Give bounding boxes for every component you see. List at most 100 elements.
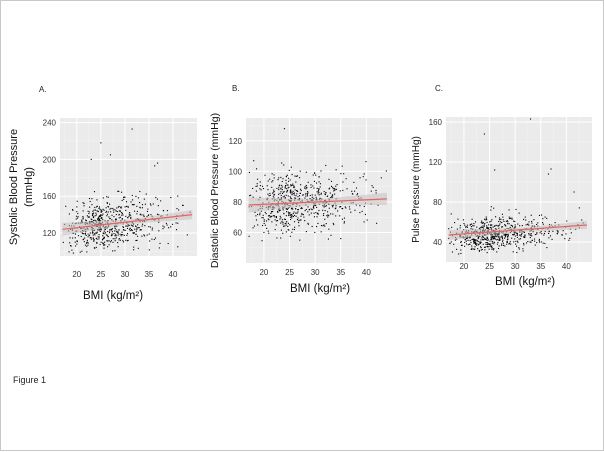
fit-line — [248, 198, 387, 206]
data-point — [316, 213, 318, 215]
data-point — [154, 165, 156, 167]
data-point — [75, 233, 77, 235]
data-point — [514, 227, 516, 229]
data-point — [88, 197, 91, 200]
data-point — [313, 205, 315, 208]
data-point — [483, 238, 485, 241]
data-point — [494, 225, 496, 227]
data-point — [503, 244, 505, 246]
data-point — [322, 209, 324, 211]
data-point — [96, 232, 98, 234]
data-point — [159, 242, 161, 244]
data-point — [356, 194, 358, 196]
data-point — [319, 197, 321, 199]
data-point — [493, 235, 495, 237]
data-point — [477, 248, 479, 250]
data-point — [119, 210, 121, 212]
data-point — [544, 230, 546, 232]
data-point — [486, 252, 488, 254]
data-point — [359, 205, 361, 207]
data-point — [307, 181, 309, 183]
data-point — [488, 248, 490, 250]
data-point — [288, 169, 290, 171]
data-point — [493, 237, 495, 239]
data-point — [285, 222, 287, 224]
data-point — [531, 222, 533, 224]
data-point — [305, 188, 307, 190]
data-point — [79, 251, 81, 253]
data-point — [476, 239, 478, 241]
data-point — [521, 232, 523, 234]
data-point — [518, 238, 520, 240]
data-point — [96, 206, 98, 208]
data-point — [278, 193, 280, 195]
data-point — [133, 232, 135, 234]
data-point — [86, 245, 88, 247]
data-point — [138, 227, 140, 229]
data-point — [481, 237, 483, 239]
data-point — [98, 234, 100, 236]
data-point — [289, 212, 291, 214]
data-point — [86, 241, 88, 243]
data-point — [485, 243, 487, 245]
data-point — [111, 234, 113, 236]
data-point — [462, 219, 465, 221]
data-point — [112, 250, 114, 252]
data-point — [293, 187, 295, 189]
data-point — [313, 187, 315, 189]
data-point — [323, 204, 326, 206]
data-point — [286, 211, 288, 213]
data-point — [139, 201, 141, 204]
data-point — [265, 213, 267, 215]
data-point — [372, 186, 374, 188]
data-point — [299, 192, 301, 195]
data-point — [162, 228, 164, 230]
data-point — [365, 161, 367, 163]
data-point — [254, 211, 256, 213]
data-point — [91, 198, 93, 200]
data-point — [291, 213, 293, 216]
data-point — [301, 214, 303, 216]
data-point — [72, 237, 74, 239]
data-point — [355, 204, 357, 206]
data-point — [281, 221, 283, 223]
data-point — [102, 237, 104, 240]
data-point — [92, 210, 94, 212]
data-point — [304, 220, 306, 222]
data-point — [314, 194, 316, 196]
data-point — [272, 192, 274, 194]
data-point — [100, 215, 102, 217]
data-point — [129, 214, 131, 216]
data-point — [359, 177, 361, 179]
data-point — [275, 215, 277, 218]
data-point — [71, 249, 73, 251]
data-point — [298, 225, 300, 227]
data-point — [474, 246, 476, 248]
data-point — [139, 206, 141, 208]
data-point — [491, 240, 493, 242]
data-point — [92, 238, 94, 240]
data-point — [490, 238, 492, 241]
data-point — [302, 214, 304, 216]
data-point — [479, 236, 481, 238]
data-point — [135, 239, 137, 242]
data-point — [146, 234, 148, 236]
data-point — [117, 190, 119, 192]
data-point — [511, 218, 513, 220]
data-point — [85, 234, 87, 236]
data-point — [292, 208, 294, 210]
data-point — [341, 208, 343, 210]
data-point — [528, 224, 530, 226]
data-point — [125, 209, 127, 211]
data-point — [490, 237, 492, 239]
chart-panel-1: A. 20 25 30 35 40 120 160 200 240 BMI (kg/m²) Systo… — [8, 85, 197, 302]
data-point — [121, 191, 123, 193]
data-point — [104, 231, 106, 233]
data-point — [552, 230, 554, 232]
data-point — [282, 191, 284, 193]
data-point — [91, 204, 93, 206]
data-point — [297, 217, 299, 219]
data-point — [82, 210, 84, 212]
data-point — [107, 196, 109, 198]
data-point — [534, 234, 536, 236]
